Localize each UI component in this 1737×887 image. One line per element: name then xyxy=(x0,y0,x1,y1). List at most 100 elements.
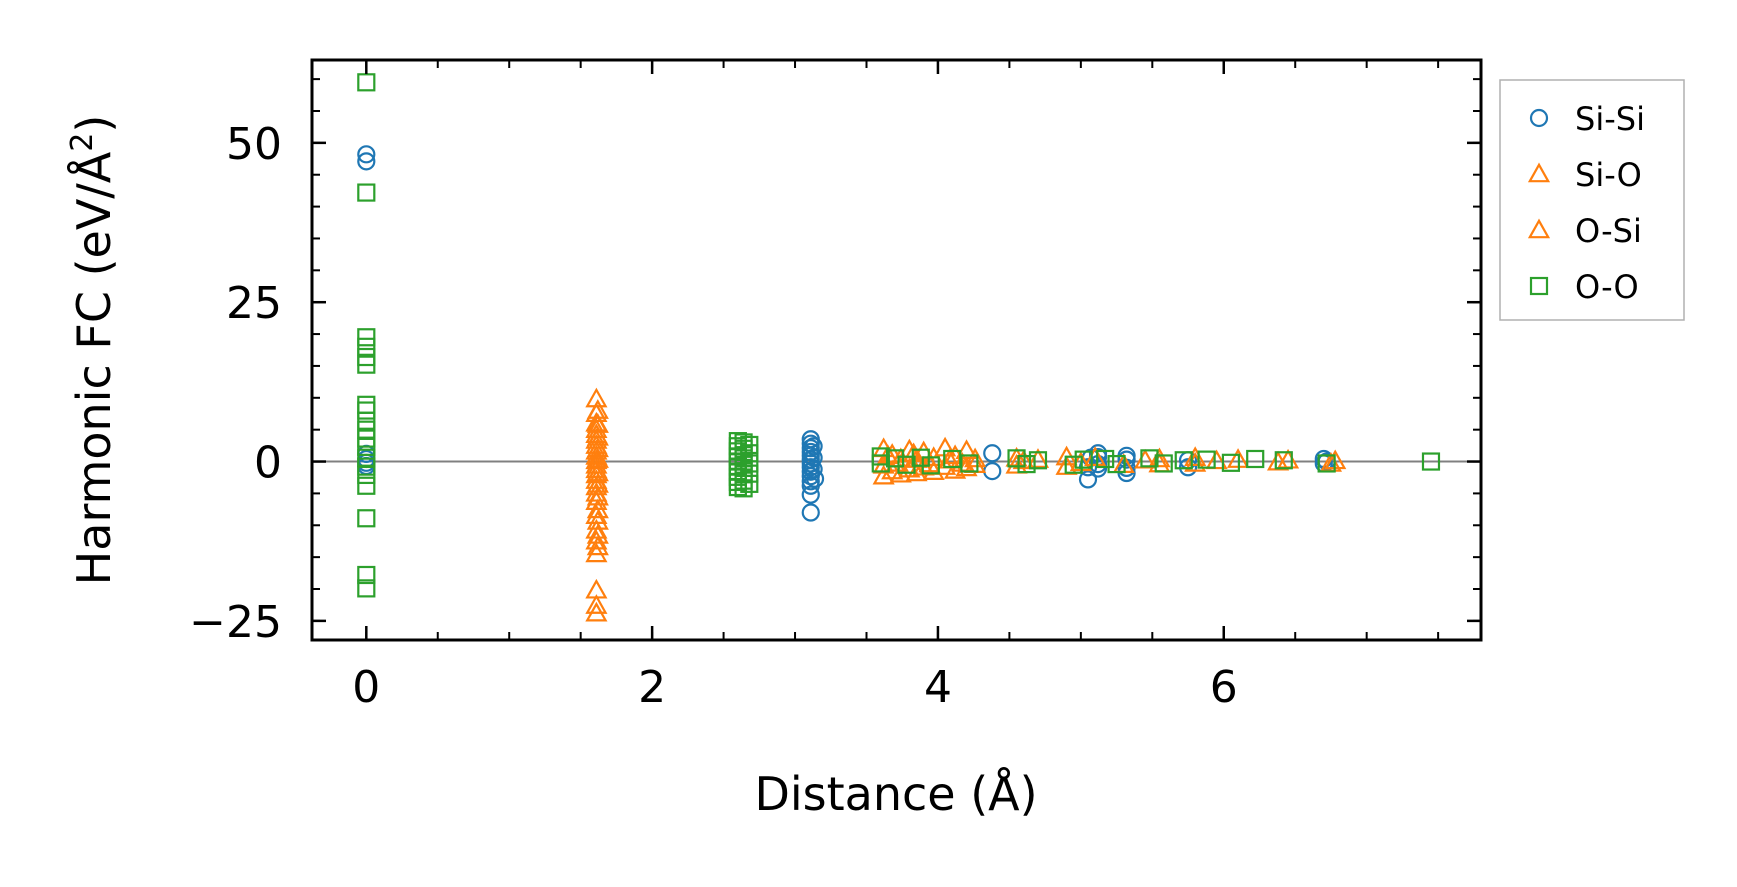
data-point xyxy=(357,509,376,528)
data-point xyxy=(1274,451,1293,470)
data-point xyxy=(586,485,609,506)
data-point xyxy=(586,461,609,482)
legend-label: O-Si xyxy=(1575,212,1642,250)
legend-item-si-o: Si-O xyxy=(1527,156,1642,194)
data-point xyxy=(804,448,823,467)
legend-label: Si-Si xyxy=(1575,100,1645,138)
data-point xyxy=(960,454,979,473)
data-point xyxy=(586,535,609,556)
legend: Si-Si Si-O O-Si O-O xyxy=(1499,79,1685,321)
data-point xyxy=(357,401,376,420)
data-point xyxy=(357,337,376,356)
data-point xyxy=(1007,449,1026,468)
y-axis-title-main: Harmonic FC (eV/Å xyxy=(67,151,121,585)
data-point xyxy=(357,395,376,414)
data-point xyxy=(586,473,609,493)
data-point xyxy=(804,460,823,479)
y-tick-label: 25 xyxy=(226,278,282,329)
data-point xyxy=(586,524,609,544)
data-point xyxy=(357,476,376,495)
data-point xyxy=(1096,449,1115,469)
data-point xyxy=(1005,453,1028,474)
data-point xyxy=(1197,450,1216,469)
data-point xyxy=(357,579,376,598)
y-tick-label: −25 xyxy=(189,597,282,648)
data-point xyxy=(586,437,609,458)
axis-ticks: 0 2 4 6 −25 0 25 50 xyxy=(189,60,1481,713)
data-point xyxy=(1246,449,1265,469)
data-point xyxy=(1205,449,1228,470)
data-point xyxy=(1026,448,1050,468)
data-point xyxy=(804,437,823,456)
legend-item-si-si: Si-Si xyxy=(1529,100,1645,138)
data-point xyxy=(740,454,759,473)
data-point xyxy=(1028,451,1048,470)
plot-frame xyxy=(310,58,1483,642)
y-axis-title-sup: 2 xyxy=(65,133,100,152)
data-point xyxy=(943,449,962,469)
data-point xyxy=(357,465,376,485)
data-point xyxy=(1184,446,1207,466)
legend-marker xyxy=(1527,218,1551,239)
data-point xyxy=(586,425,609,446)
data-point xyxy=(357,152,376,171)
data-point xyxy=(740,464,759,483)
legend-marker xyxy=(1527,162,1551,183)
y-tick-label: 50 xyxy=(226,119,282,170)
x-tick-label: 0 xyxy=(352,662,380,713)
data-point xyxy=(586,399,609,419)
data-point xyxy=(586,510,609,530)
data-point xyxy=(1117,450,1136,469)
x-tick-label: 6 xyxy=(1210,662,1238,713)
x-tick-label: 4 xyxy=(924,662,952,713)
data-point xyxy=(872,464,895,485)
data-point xyxy=(1074,450,1093,469)
data-point xyxy=(983,444,1002,463)
legend-marker xyxy=(1529,276,1549,296)
data-point xyxy=(357,355,376,374)
data-point xyxy=(1107,454,1126,474)
data-point xyxy=(357,145,376,164)
data-point xyxy=(586,448,609,468)
data-point xyxy=(801,458,820,477)
data-point xyxy=(885,449,905,468)
data-point xyxy=(357,73,376,92)
legend-items: Si-Si Si-O O-Si O-O xyxy=(1527,100,1645,306)
data-point xyxy=(983,461,1002,481)
data-point xyxy=(740,444,759,463)
y-tick-label: 0 xyxy=(254,438,282,489)
series-si-o xyxy=(585,387,1343,622)
data-point xyxy=(357,328,376,347)
series-o-o xyxy=(357,73,1441,598)
data-point xyxy=(728,477,747,497)
data-point xyxy=(585,601,608,622)
data-point xyxy=(964,447,987,468)
legend-marker xyxy=(1529,108,1549,128)
y-axis-title-end: ) xyxy=(67,115,121,133)
data-point xyxy=(918,452,941,473)
data-point xyxy=(1174,451,1193,470)
x-tick-label: 2 xyxy=(638,662,666,713)
data-point xyxy=(586,413,609,433)
data-point xyxy=(357,565,376,585)
data-marks xyxy=(312,73,1481,622)
data-point xyxy=(1017,454,1036,474)
data-point xyxy=(740,474,759,493)
legend-label: Si-O xyxy=(1575,156,1642,194)
data-point xyxy=(585,529,608,550)
data-point xyxy=(1154,454,1173,473)
data-point xyxy=(585,594,608,614)
data-point xyxy=(1140,449,1159,468)
data-point xyxy=(805,469,825,488)
legend-item-o-o: O-O xyxy=(1529,268,1639,306)
data-point xyxy=(586,498,609,519)
legend-item-o-si: O-Si xyxy=(1527,212,1642,250)
data-point xyxy=(357,437,376,456)
data-point xyxy=(921,456,940,475)
data-point xyxy=(734,479,753,498)
y-axis-title: Harmonic FC (eV/Å2) xyxy=(65,115,121,586)
data-point xyxy=(1084,446,1107,466)
data-point xyxy=(1064,455,1083,474)
